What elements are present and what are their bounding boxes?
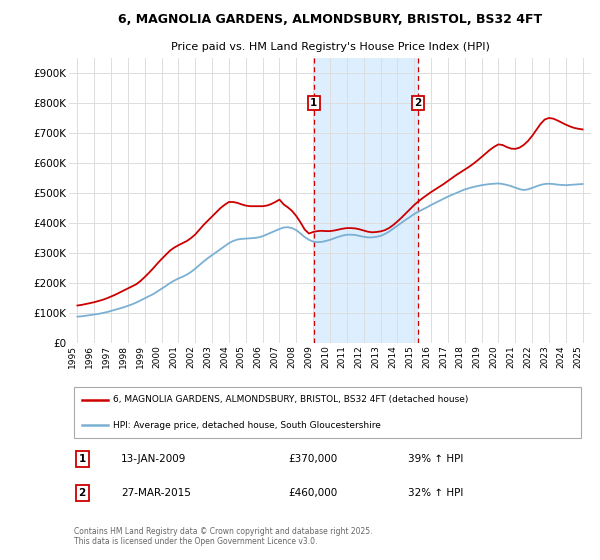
Text: 1996: 1996 [85, 345, 94, 368]
Text: 1998: 1998 [119, 345, 128, 368]
Bar [314, 58, 418, 343]
Text: 2005: 2005 [237, 345, 246, 368]
Text: 2019: 2019 [473, 345, 482, 368]
Text: 2007: 2007 [271, 345, 280, 368]
Text: 2011: 2011 [338, 345, 347, 368]
Text: 2015: 2015 [405, 345, 414, 368]
Text: 2014: 2014 [388, 345, 397, 368]
Text: 2008: 2008 [287, 345, 296, 368]
Text: 1995: 1995 [68, 345, 77, 368]
Text: 2012: 2012 [355, 345, 364, 368]
Text: 2025: 2025 [574, 345, 583, 368]
Text: 2010: 2010 [321, 345, 330, 368]
Text: 2000: 2000 [152, 345, 161, 368]
Text: 13-JAN-2009: 13-JAN-2009 [121, 454, 187, 464]
Text: 2024: 2024 [557, 345, 566, 368]
Text: £370,000: £370,000 [288, 454, 337, 464]
Text: 2: 2 [79, 488, 86, 498]
Text: £460,000: £460,000 [288, 488, 337, 498]
Text: 2001: 2001 [169, 345, 178, 368]
Text: 1997: 1997 [102, 345, 111, 368]
FancyBboxPatch shape [74, 387, 581, 438]
Text: 2017: 2017 [439, 345, 448, 368]
Text: 6, MAGNOLIA GARDENS, ALMONDSBURY, BRISTOL, BS32 4FT: 6, MAGNOLIA GARDENS, ALMONDSBURY, BRISTO… [118, 13, 542, 26]
Text: Price paid vs. HM Land Registry's House Price Index (HPI): Price paid vs. HM Land Registry's House … [170, 42, 490, 52]
Text: 1: 1 [310, 98, 317, 108]
Text: 2: 2 [415, 98, 422, 108]
Text: 1: 1 [79, 454, 86, 464]
Text: 2018: 2018 [456, 345, 465, 368]
Text: Contains HM Land Registry data © Crown copyright and database right 2025.
This d: Contains HM Land Registry data © Crown c… [74, 527, 373, 546]
Text: 27-MAR-2015: 27-MAR-2015 [121, 488, 191, 498]
Text: 2016: 2016 [422, 345, 431, 368]
Text: 6, MAGNOLIA GARDENS, ALMONDSBURY, BRISTOL, BS32 4FT (detached house): 6, MAGNOLIA GARDENS, ALMONDSBURY, BRISTO… [113, 395, 469, 404]
Text: 2009: 2009 [304, 345, 313, 368]
Text: 1999: 1999 [136, 345, 145, 368]
Text: 2006: 2006 [254, 345, 263, 368]
Text: 2020: 2020 [490, 345, 499, 368]
Text: HPI: Average price, detached house, South Gloucestershire: HPI: Average price, detached house, Sout… [113, 421, 381, 430]
Text: 2002: 2002 [186, 345, 195, 368]
Text: 2022: 2022 [523, 345, 532, 368]
Text: 2004: 2004 [220, 345, 229, 368]
Text: 2003: 2003 [203, 345, 212, 368]
Text: 2023: 2023 [540, 345, 549, 368]
Text: 2013: 2013 [371, 345, 380, 368]
Text: 2021: 2021 [506, 345, 515, 368]
Text: 32% ↑ HPI: 32% ↑ HPI [409, 488, 464, 498]
Text: 39% ↑ HPI: 39% ↑ HPI [409, 454, 464, 464]
